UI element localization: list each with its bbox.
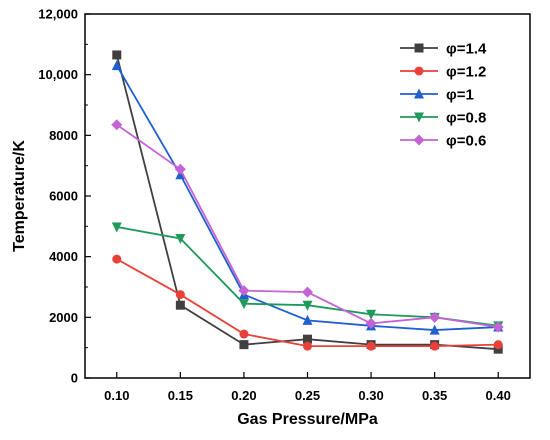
data-point xyxy=(366,341,376,351)
data-point xyxy=(303,334,312,344)
legend-label: φ=1.2 xyxy=(446,64,486,81)
y-axis: 0 2000 4000 6000 8000 10,000 12,000 xyxy=(38,7,91,386)
data-point xyxy=(429,324,440,335)
data-point xyxy=(112,50,122,60)
data-point xyxy=(366,309,377,320)
y-tick-label: 6000 xyxy=(49,189,78,204)
data-point xyxy=(111,222,122,233)
data-point xyxy=(238,299,249,310)
data-point xyxy=(365,317,377,329)
data-point xyxy=(302,314,313,325)
legend-marker xyxy=(414,88,424,99)
y-tick-label: 0 xyxy=(71,371,78,386)
data-point xyxy=(238,285,250,297)
legend-label: φ=0.8 xyxy=(446,110,486,127)
data-point xyxy=(492,321,504,333)
y-tick-label: 12,000 xyxy=(38,7,78,22)
series-group xyxy=(112,254,503,351)
legend-marker xyxy=(414,66,424,76)
series-line xyxy=(116,226,499,327)
legend-label: φ=0.6 xyxy=(446,133,486,150)
data-point xyxy=(239,340,249,350)
y-tick-label: 2000 xyxy=(49,310,78,325)
y-tick-label: 8000 xyxy=(49,128,78,143)
x-axis-title: Gas Pressure/MPa xyxy=(237,411,378,428)
legend-marker xyxy=(413,134,425,146)
data-point xyxy=(175,300,185,310)
data-point xyxy=(175,233,186,244)
data-point xyxy=(111,60,122,71)
data-point xyxy=(302,286,313,298)
legend-label: φ=1 xyxy=(446,87,474,104)
x-axis: 0.10 0.15 0.20 0.25 0.30 0.35 0.40 xyxy=(104,372,511,403)
x-tick-label: 0.30 xyxy=(358,388,383,403)
data-point xyxy=(303,341,312,351)
x-tick-label: 0.35 xyxy=(422,388,447,403)
y-axis-title: Temperature/K xyxy=(11,140,28,252)
y-tick-label: 10,000 xyxy=(38,67,78,82)
data-point xyxy=(112,254,122,264)
x-tick-label: 0.15 xyxy=(168,388,193,403)
x-tick-label: 0.40 xyxy=(486,388,511,403)
series-group xyxy=(111,119,504,333)
x-tick-label: 0.10 xyxy=(104,388,129,403)
x-tick-label: 0.25 xyxy=(295,388,320,403)
legend-label: φ=1.4 xyxy=(446,41,487,58)
data-point xyxy=(493,344,503,354)
data-point xyxy=(175,290,185,300)
data-point xyxy=(239,329,249,339)
y-tick-label: 4000 xyxy=(49,249,78,264)
x-tick-label: 0.20 xyxy=(231,388,256,403)
legend-marker xyxy=(414,43,424,53)
legend-marker xyxy=(414,112,424,123)
legend: φ=1.4 φ=1.2 φ=1 φ=0.8 φ=0.6 xyxy=(400,41,487,150)
data-point xyxy=(493,340,503,350)
data-point xyxy=(302,300,313,311)
data-point xyxy=(430,341,440,351)
data-point xyxy=(429,311,441,323)
series-layer xyxy=(111,50,504,354)
data-point xyxy=(111,119,123,131)
data-point xyxy=(174,163,186,175)
